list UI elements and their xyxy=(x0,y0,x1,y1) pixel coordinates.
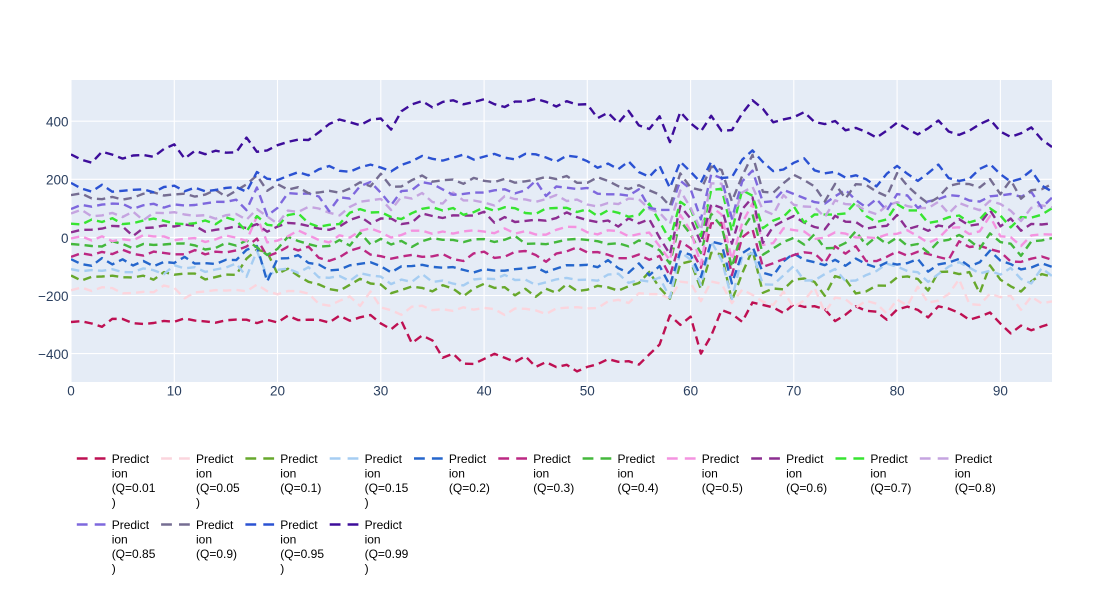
svg-text:(Q=0.5): (Q=0.5) xyxy=(702,481,743,495)
svg-text:70: 70 xyxy=(786,383,801,398)
svg-text:ion: ion xyxy=(618,467,634,481)
svg-text:ion: ion xyxy=(533,467,549,481)
svg-text:200: 200 xyxy=(46,173,69,188)
svg-text:30: 30 xyxy=(373,383,388,398)
svg-text:): ) xyxy=(280,562,284,576)
svg-text:(Q=0.6): (Q=0.6) xyxy=(786,481,827,495)
svg-text:ion: ion xyxy=(955,467,971,481)
svg-text:Predict: Predict xyxy=(533,452,571,466)
svg-text:(Q=0.7): (Q=0.7) xyxy=(870,481,911,495)
svg-text:(Q=0.8): (Q=0.8) xyxy=(955,481,996,495)
svg-text:Predict: Predict xyxy=(112,452,150,466)
svg-text:0: 0 xyxy=(67,383,75,398)
svg-text:50: 50 xyxy=(580,383,595,398)
svg-text:Predict: Predict xyxy=(955,452,993,466)
svg-text:(Q=0.15: (Q=0.15 xyxy=(365,481,409,495)
svg-text:Predict: Predict xyxy=(280,452,318,466)
svg-text:60: 60 xyxy=(683,383,698,398)
svg-text:ion: ion xyxy=(365,533,381,547)
svg-text:10: 10 xyxy=(167,383,182,398)
svg-text:80: 80 xyxy=(890,383,905,398)
svg-text:ion: ion xyxy=(196,467,212,481)
svg-text:(Q=0.99: (Q=0.99 xyxy=(365,547,409,561)
svg-text:(Q=0.2): (Q=0.2) xyxy=(449,481,490,495)
svg-text:Predict: Predict xyxy=(702,452,740,466)
svg-text:(Q=0.4): (Q=0.4) xyxy=(618,481,659,495)
svg-text:): ) xyxy=(112,496,116,510)
svg-text:Predict: Predict xyxy=(449,452,487,466)
svg-text:(Q=0.3): (Q=0.3) xyxy=(533,481,574,495)
svg-text:Predict: Predict xyxy=(280,518,318,532)
svg-text:Predict: Predict xyxy=(112,518,150,532)
svg-text:(Q=0.1): (Q=0.1) xyxy=(280,481,321,495)
svg-text:Predict: Predict xyxy=(870,452,908,466)
svg-text:ion: ion xyxy=(280,533,296,547)
svg-text:Predict: Predict xyxy=(196,518,234,532)
svg-text:Predict: Predict xyxy=(196,452,234,466)
svg-text:ion: ion xyxy=(365,467,381,481)
svg-text:40: 40 xyxy=(477,383,492,398)
svg-text:(Q=0.05: (Q=0.05 xyxy=(196,481,240,495)
svg-text:(Q=0.95: (Q=0.95 xyxy=(280,547,324,561)
svg-text:0: 0 xyxy=(61,231,69,246)
svg-text:−200: −200 xyxy=(38,289,68,304)
svg-text:): ) xyxy=(112,562,116,576)
svg-text:400: 400 xyxy=(46,115,69,130)
svg-text:−400: −400 xyxy=(38,347,68,362)
svg-text:): ) xyxy=(365,562,369,576)
svg-text:ion: ion xyxy=(702,467,718,481)
svg-text:Predict: Predict xyxy=(618,452,656,466)
svg-text:Predict: Predict xyxy=(365,452,403,466)
svg-text:Predict: Predict xyxy=(365,518,403,532)
svg-text:ion: ion xyxy=(786,467,802,481)
svg-text:): ) xyxy=(365,496,369,510)
svg-text:(Q=0.85: (Q=0.85 xyxy=(112,547,156,561)
svg-text:ion: ion xyxy=(112,467,128,481)
svg-text:ion: ion xyxy=(112,533,128,547)
svg-text:Predict: Predict xyxy=(786,452,824,466)
svg-text:ion: ion xyxy=(196,533,212,547)
svg-text:): ) xyxy=(196,496,200,510)
svg-text:(Q=0.01: (Q=0.01 xyxy=(112,481,156,495)
svg-text:20: 20 xyxy=(270,383,285,398)
svg-text:ion: ion xyxy=(280,467,296,481)
svg-text:90: 90 xyxy=(993,383,1008,398)
svg-text:ion: ion xyxy=(870,467,886,481)
svg-text:(Q=0.9): (Q=0.9) xyxy=(196,547,237,561)
svg-text:ion: ion xyxy=(449,467,465,481)
